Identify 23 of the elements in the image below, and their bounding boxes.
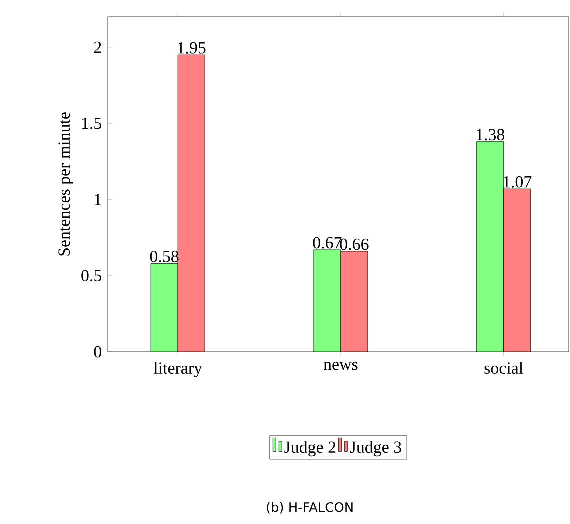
y-axis-title: Sentences per minute	[58, 112, 74, 256]
x-tick-label: literary	[154, 362, 202, 378]
bar	[476, 142, 504, 352]
text: (b) H-FALCON	[267, 502, 353, 514]
bar	[178, 54, 206, 352]
y-tick-label: 0.5	[82, 270, 102, 282]
data-label: 1.95	[178, 42, 206, 54]
bar	[150, 263, 178, 352]
legend-label: Judge 2	[284, 441, 336, 457]
y-tick-label: 1.5	[82, 118, 102, 130]
y-tick-label: 2	[94, 42, 102, 54]
data-label: 0.67	[313, 237, 342, 249]
data-label: 1.38	[477, 129, 505, 141]
bar	[340, 251, 368, 352]
legend-label: Judge 3	[350, 441, 402, 457]
y-tick-label: 1	[95, 194, 102, 206]
data-label: 0.66	[340, 238, 369, 250]
x-tick-label: news	[324, 362, 358, 370]
x-tick-label: social	[484, 362, 524, 374]
y-tick-label: 0	[94, 346, 102, 358]
bar	[504, 188, 532, 352]
bar	[314, 250, 342, 352]
data-label: 1.07	[504, 176, 532, 188]
